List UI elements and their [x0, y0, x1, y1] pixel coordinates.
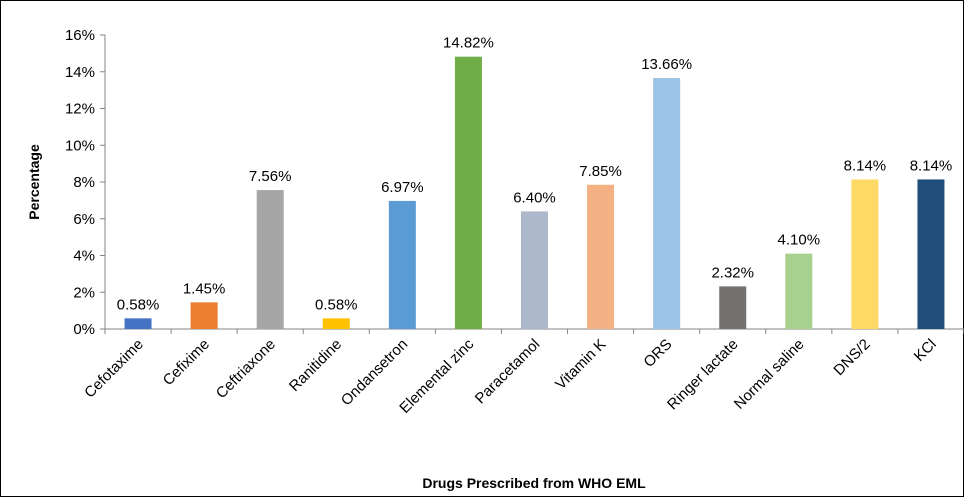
- x-category-label: Normal saline: [731, 336, 808, 413]
- y-tick-label: 4%: [73, 248, 95, 265]
- x-category-label: KCl: [911, 336, 940, 365]
- data-label: 6.97%: [381, 179, 424, 196]
- bar-kcl: [917, 179, 945, 329]
- x-category-label: DNS/2: [830, 336, 873, 379]
- data-label: 4.10%: [778, 232, 821, 249]
- x-category-label: Cefotaxime: [81, 336, 147, 402]
- y-tick-label: 8%: [73, 174, 95, 191]
- x-category-label: Ondansetron: [338, 336, 411, 409]
- data-label: 2.32%: [711, 264, 754, 281]
- data-label: 14.82%: [443, 35, 494, 52]
- x-category-label: ORS: [640, 336, 675, 371]
- bar-cefotaxime: [124, 318, 152, 329]
- data-label: 0.58%: [315, 296, 358, 313]
- x-axis-title: Drugs Prescribed from WHO EML: [422, 475, 646, 491]
- bar-ranitidine: [322, 318, 350, 329]
- bar-ors: [653, 77, 681, 329]
- x-category-label: Ranitidine: [286, 336, 345, 395]
- y-tick-label: 2%: [73, 284, 95, 301]
- x-category-label: Paracetamol: [472, 336, 544, 408]
- bar-ceftriaxone: [256, 190, 284, 329]
- x-category-label: Cefixime: [160, 336, 213, 389]
- data-label: 7.56%: [249, 168, 292, 185]
- bar-ringer-lactate: [719, 286, 747, 329]
- x-category-label: Vitamin K: [552, 336, 609, 393]
- data-label: 7.85%: [579, 163, 622, 180]
- y-tick-label: 6%: [73, 211, 95, 228]
- bar-vitamin-k: [587, 184, 615, 329]
- bar-normal-saline: [785, 253, 813, 329]
- data-label: 6.40%: [513, 189, 556, 206]
- bar-elemental-zinc: [454, 56, 482, 330]
- data-label: 8.14%: [844, 157, 887, 174]
- y-tick-label: 16%: [65, 27, 95, 44]
- data-label: 1.45%: [183, 280, 226, 297]
- bar-cefixime: [190, 302, 218, 329]
- bar-dns-2: [851, 179, 879, 329]
- x-category-label: Ringer lactate: [664, 336, 741, 413]
- y-tick-label: 12%: [65, 101, 95, 118]
- data-label: 13.66%: [641, 56, 692, 73]
- y-tick-label: 10%: [65, 137, 95, 154]
- bar-ondansetron: [388, 200, 416, 329]
- data-label: 8.14%: [910, 157, 953, 174]
- y-tick-label: 0%: [73, 321, 95, 338]
- x-category-label: Ceftriaxone: [213, 336, 279, 402]
- data-label: 0.58%: [117, 296, 160, 313]
- bar-paracetamol: [521, 211, 548, 329]
- y-axis-title: Percentage: [26, 144, 42, 220]
- y-tick-label: 14%: [65, 64, 95, 81]
